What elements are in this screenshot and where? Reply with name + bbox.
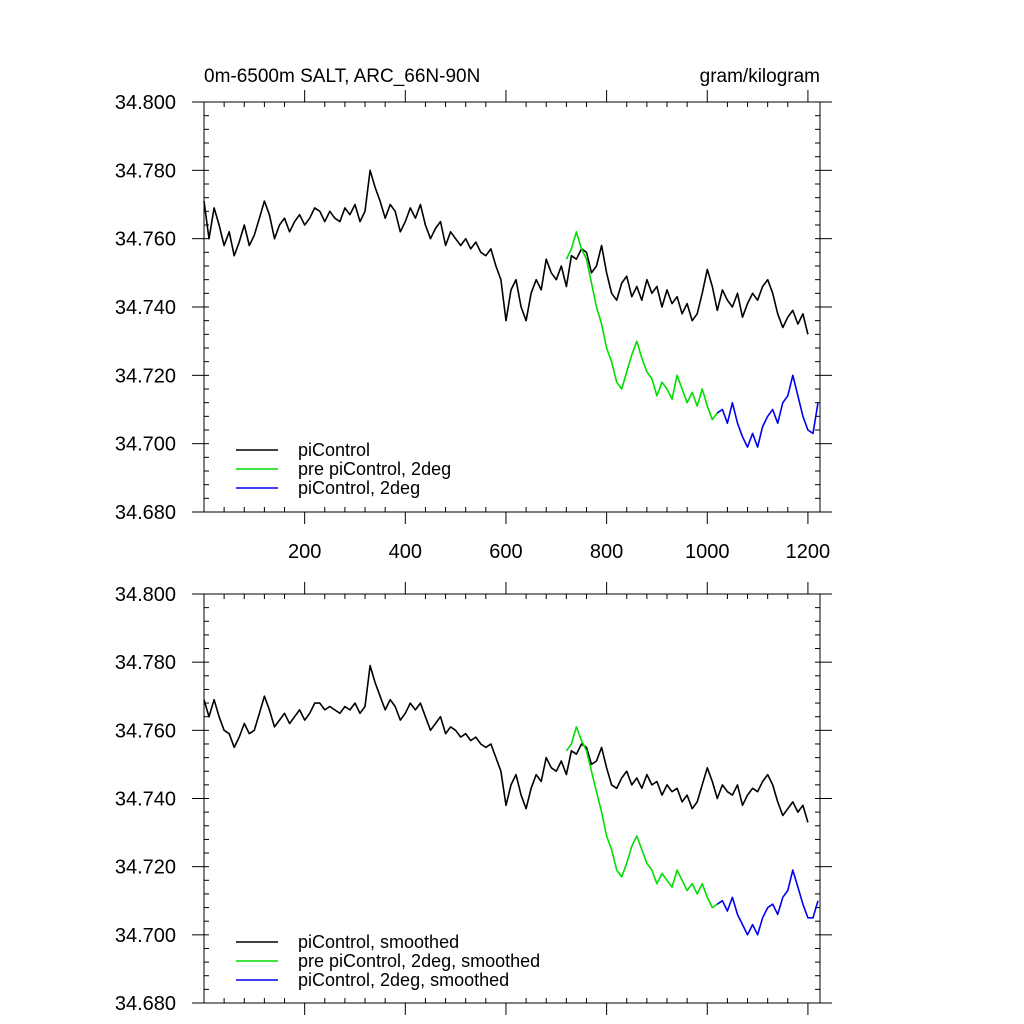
y-tick-label: 34.740	[115, 297, 176, 319]
y-tick-label: 34.700	[115, 925, 176, 947]
y-tick-label: 34.800	[115, 584, 176, 606]
x-tick-label: 600	[489, 541, 522, 563]
y-tick-label: 34.780	[115, 160, 176, 182]
units-label: gram/kilogram	[700, 66, 820, 87]
plot-frame	[203, 593, 821, 1004]
legend-label: pre piControl, 2deg	[298, 459, 451, 479]
series-line-2	[565, 231, 718, 421]
y-tick-label: 34.680	[115, 993, 176, 1015]
series-line-2	[565, 726, 718, 909]
legend-label: piControl, smoothed	[298, 932, 459, 952]
series-line-1	[203, 169, 809, 335]
y-tick-label: 34.720	[115, 857, 176, 879]
legend-label: piControl, 2deg	[298, 478, 420, 498]
top-panel: 0m-6500m SALT, ARC_66N-90N gram/kilogram…	[115, 66, 832, 563]
y-tick-label: 34.780	[115, 652, 176, 674]
x-tick-label: 400	[389, 541, 422, 563]
chart-title: 0m-6500m SALT, ARC_66N-90N	[204, 66, 480, 87]
plot-frame	[203, 101, 821, 513]
y-tick-label: 34.720	[115, 365, 176, 387]
y-tick-label: 34.740	[115, 789, 176, 811]
legend-label: pre piControl, 2deg, smoothed	[298, 951, 540, 971]
series-line-1	[203, 664, 809, 823]
y-tick-label: 34.760	[115, 720, 176, 742]
series-line-3	[716, 869, 819, 936]
bottom-panel: 34.680 34.700 34.720 34.740 34.760 34.780 34.8…	[115, 582, 832, 1015]
x-tick-label: 1200	[786, 541, 831, 563]
y-tick-label: 34.700	[115, 434, 176, 456]
x-tick-label: 800	[590, 541, 623, 563]
y-tick-label: 34.760	[115, 229, 176, 251]
y-tick-label: 34.800	[115, 92, 176, 114]
x-tick-label: 1000	[685, 541, 730, 563]
legend-label: piControl, 2deg, smoothed	[298, 970, 509, 990]
legend-label: piControl	[298, 440, 370, 460]
series-line-3	[716, 374, 819, 448]
x-tick-label: 200	[288, 541, 321, 563]
y-tick-label: 34.680	[115, 502, 176, 524]
